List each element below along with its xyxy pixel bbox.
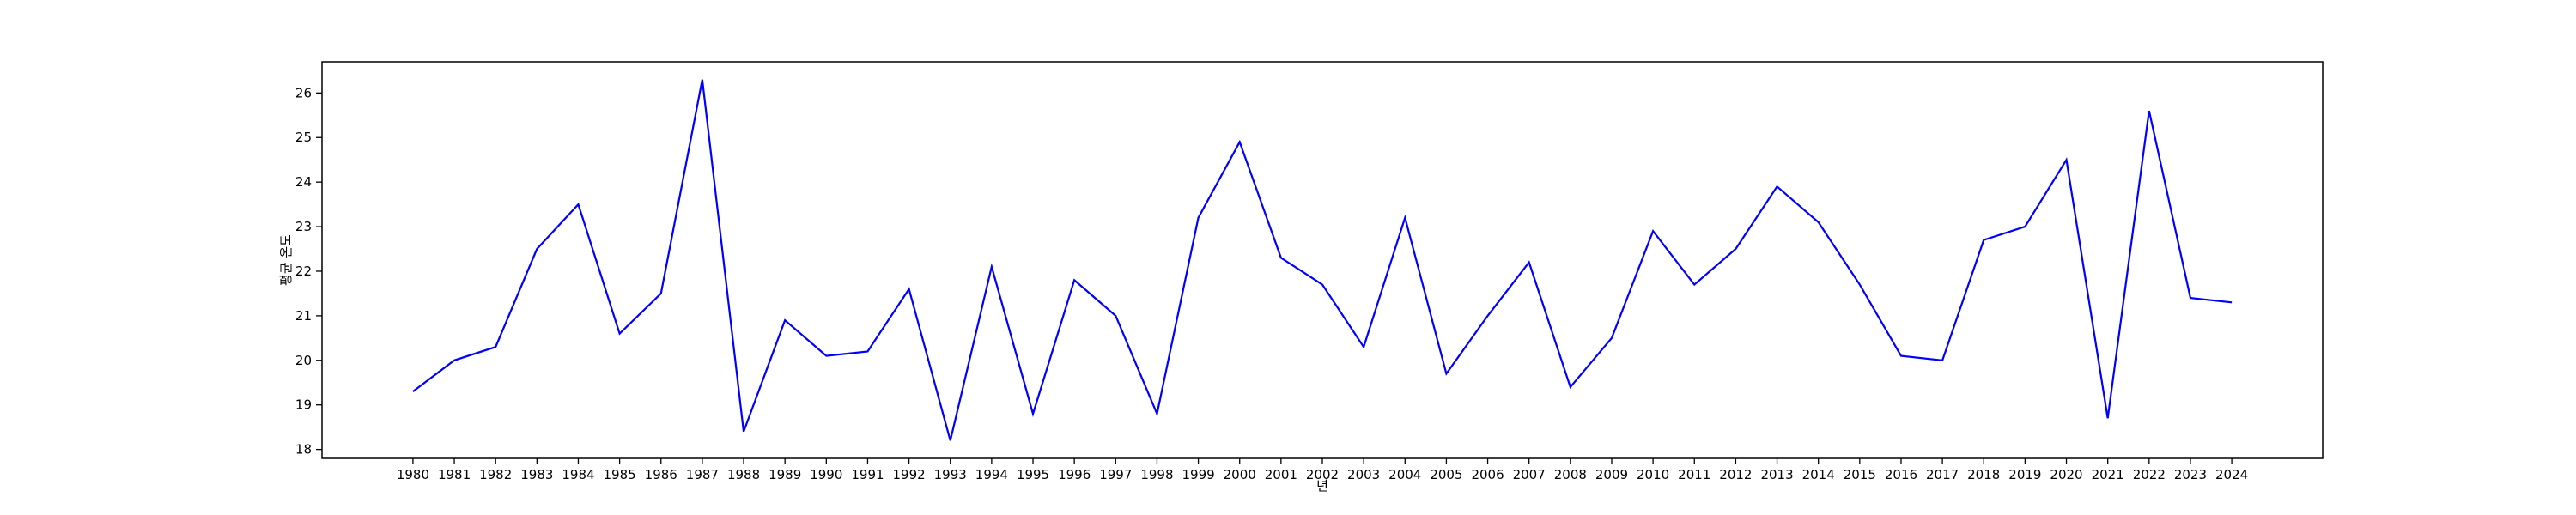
x-tick-label: 2011 bbox=[1678, 467, 1710, 482]
x-tick-label: 1993 bbox=[934, 467, 967, 482]
series-line bbox=[412, 79, 2233, 441]
x-tick-label: 1986 bbox=[645, 467, 677, 482]
x-tick-label: 1987 bbox=[686, 467, 719, 482]
x-tick-label: 2008 bbox=[1554, 467, 1587, 482]
x-tick-label: 2005 bbox=[1430, 467, 1462, 482]
x-tick-label: 1991 bbox=[851, 467, 884, 482]
x-axis-label: 년 bbox=[1316, 478, 1328, 494]
x-tick-label: 1982 bbox=[479, 467, 512, 482]
x-tick-label: 2013 bbox=[1760, 467, 1793, 482]
x-tick-label: 2018 bbox=[1967, 467, 2000, 482]
x-tick-label: 2009 bbox=[1595, 467, 1628, 482]
x-tick-label: 1983 bbox=[520, 467, 553, 482]
y-tick-label: 21 bbox=[295, 308, 312, 324]
x-tick-label: 2000 bbox=[1224, 467, 1256, 482]
x-tick-label: 2021 bbox=[2092, 467, 2124, 482]
x-tick-label: 1997 bbox=[1099, 467, 1132, 482]
x-tick-label: 1994 bbox=[975, 467, 1008, 482]
y-tick-label: 26 bbox=[295, 85, 312, 100]
x-tick-label: 2017 bbox=[1926, 467, 1959, 482]
y-tick-label: 20 bbox=[295, 353, 312, 368]
x-tick-label: 2015 bbox=[1844, 467, 1876, 482]
x-tick-label: 2004 bbox=[1388, 467, 1421, 482]
axis-ticks: 1980 1981 1982 1983 1984 1985 1986 1987 1988 1989… bbox=[295, 85, 2248, 482]
x-tick-label: 1992 bbox=[893, 467, 926, 482]
x-tick-label: 1999 bbox=[1182, 467, 1214, 482]
y-tick-label: 23 bbox=[295, 219, 312, 234]
x-tick-label: 2003 bbox=[1347, 467, 1380, 482]
y-tick-label: 18 bbox=[295, 442, 312, 457]
x-tick-label: 1985 bbox=[604, 467, 636, 482]
x-tick-label: 2016 bbox=[1885, 467, 1917, 482]
x-tick-label: 2019 bbox=[2008, 467, 2041, 482]
x-tick-label: 1980 bbox=[397, 467, 429, 482]
plot-area bbox=[321, 61, 2324, 459]
x-tick-label: 2002 bbox=[1306, 467, 1339, 482]
x-tick-label: 2024 bbox=[2215, 467, 2248, 482]
x-tick-label: 1995 bbox=[1017, 467, 1049, 482]
y-tick-label: 24 bbox=[295, 174, 312, 190]
x-tick-label: 2001 bbox=[1265, 467, 1297, 482]
x-tick-label: 1984 bbox=[562, 467, 594, 482]
x-tick-label: 1989 bbox=[769, 467, 801, 482]
x-tick-label: 2014 bbox=[1802, 467, 1835, 482]
x-tick-label: 2012 bbox=[1719, 467, 1752, 482]
y-tick-label: 22 bbox=[295, 264, 312, 279]
x-tick-label: 1981 bbox=[438, 467, 471, 482]
y-axis-label: 평균 온도 bbox=[278, 234, 294, 286]
x-tick-label: 2023 bbox=[2174, 467, 2207, 482]
x-tick-label: 2006 bbox=[1471, 467, 1504, 482]
y-tick-label: 19 bbox=[295, 397, 312, 413]
x-tick-label: 1988 bbox=[727, 467, 760, 482]
x-tick-label: 2020 bbox=[2050, 467, 2082, 482]
x-tick-label: 2007 bbox=[1513, 467, 1546, 482]
x-tick-label: 1998 bbox=[1140, 467, 1173, 482]
x-tick-label: 2022 bbox=[2133, 467, 2166, 482]
x-tick-label: 1990 bbox=[810, 467, 842, 482]
x-tick-label: 2010 bbox=[1637, 467, 1669, 482]
y-tick-label: 25 bbox=[295, 130, 312, 145]
x-tick-label: 1996 bbox=[1058, 467, 1091, 482]
